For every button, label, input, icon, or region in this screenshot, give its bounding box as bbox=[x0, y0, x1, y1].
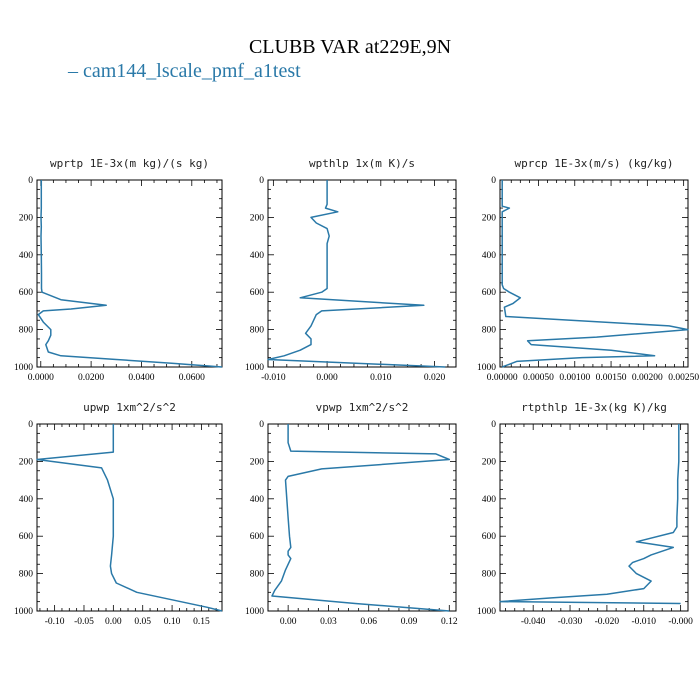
series-line bbox=[267, 180, 446, 368]
x-tick-label: 0.15 bbox=[193, 617, 210, 627]
x-tick-label: 0.00 bbox=[105, 617, 122, 627]
x-tick-label: 0.05 bbox=[134, 617, 151, 627]
panel-title: wprtp 1E-3x(m kg)/(s kg) bbox=[50, 157, 209, 170]
y-tick-label: 200 bbox=[19, 457, 34, 467]
y-tick-label: 1000 bbox=[477, 363, 496, 373]
x-tick-label: 0.020 bbox=[424, 373, 446, 383]
panel-title: upwp 1xm^2/s^2 bbox=[83, 401, 176, 414]
plot-frame bbox=[36, 423, 223, 612]
x-tick-label: 0.010 bbox=[370, 373, 392, 383]
y-tick-label: 800 bbox=[250, 326, 265, 336]
x-tick-label: 0.00000 bbox=[487, 373, 518, 383]
y-tick-label: 0 bbox=[259, 176, 264, 186]
panel-title: vpwp 1xm^2/s^2 bbox=[316, 401, 409, 414]
y-tick-label: 200 bbox=[482, 457, 497, 467]
legend-swatch: – bbox=[68, 60, 78, 82]
y-tick-label: 400 bbox=[250, 251, 265, 261]
x-tick-label: -0.10 bbox=[45, 617, 65, 627]
y-tick-label: 200 bbox=[250, 457, 265, 467]
x-tick-label: -0.05 bbox=[74, 617, 94, 627]
x-tick-label: -0.000 bbox=[668, 617, 693, 627]
x-tick-label: 0.10 bbox=[164, 617, 181, 627]
x-tick-label: 0.000 bbox=[316, 373, 338, 383]
x-tick-label: -0.020 bbox=[595, 617, 620, 627]
y-tick-label: 600 bbox=[482, 288, 497, 298]
y-tick-label: 600 bbox=[19, 532, 34, 542]
y-tick-label: 400 bbox=[482, 495, 497, 505]
plot-frame bbox=[499, 179, 689, 368]
y-tick-label: 1000 bbox=[245, 363, 264, 373]
x-tick-label: -0.010 bbox=[631, 617, 656, 627]
series-line bbox=[271, 424, 451, 612]
x-tick-label: 0.0200 bbox=[78, 373, 104, 383]
x-tick-label: -0.030 bbox=[558, 617, 583, 627]
y-tick-label: 600 bbox=[19, 288, 34, 298]
y-tick-label: 0 bbox=[491, 176, 496, 186]
x-tick-label: 0.03 bbox=[320, 617, 337, 627]
y-tick-label: 800 bbox=[482, 326, 497, 336]
x-tick-label: 0.0600 bbox=[179, 373, 205, 383]
y-tick-label: 400 bbox=[19, 495, 34, 505]
x-tick-label: 0.00200 bbox=[632, 373, 663, 383]
y-tick-label: 0 bbox=[259, 420, 264, 430]
x-tick-label: 0.0400 bbox=[128, 373, 154, 383]
x-tick-label: 0.00250 bbox=[668, 373, 699, 383]
page-title: CLUBB VAR at229E,9N bbox=[248, 36, 452, 58]
x-tick-label: 0.12 bbox=[441, 617, 458, 627]
y-tick-label: 1000 bbox=[477, 607, 496, 617]
series-line bbox=[501, 180, 689, 368]
y-tick-label: 200 bbox=[19, 213, 34, 223]
x-tick-label: 0.00100 bbox=[559, 373, 590, 383]
y-tick-label: 800 bbox=[250, 570, 265, 580]
y-tick-label: 1000 bbox=[245, 607, 264, 617]
x-tick-label: 0.00150 bbox=[596, 373, 627, 383]
legend: – cam144_lscale_pmf_a1test bbox=[68, 60, 301, 83]
x-tick-label: 0.00 bbox=[280, 617, 297, 627]
y-tick-label: 1000 bbox=[14, 363, 33, 373]
plot-frame bbox=[36, 179, 223, 368]
y-tick-label: 200 bbox=[482, 213, 497, 223]
x-tick-label: 0.00050 bbox=[523, 373, 554, 383]
y-tick-label: 800 bbox=[482, 570, 497, 580]
y-tick-label: 800 bbox=[19, 570, 34, 580]
y-tick-label: 400 bbox=[482, 251, 497, 261]
series-line bbox=[37, 180, 223, 368]
x-tick-label: 0.0000 bbox=[28, 373, 54, 383]
y-tick-label: 800 bbox=[19, 326, 34, 336]
plot-frame bbox=[267, 179, 457, 368]
y-tick-label: 400 bbox=[250, 495, 265, 505]
y-tick-label: 0 bbox=[28, 420, 33, 430]
x-tick-label: 0.06 bbox=[360, 617, 377, 627]
series-line bbox=[36, 424, 223, 612]
panel-title: rtpthlp 1E-3x(kg K)/kg bbox=[521, 401, 667, 414]
y-tick-label: 200 bbox=[250, 213, 265, 223]
x-tick-label: -0.010 bbox=[261, 373, 286, 383]
series-line bbox=[499, 424, 681, 605]
y-tick-label: 0 bbox=[491, 420, 496, 430]
y-tick-label: 400 bbox=[19, 251, 34, 261]
y-tick-label: 600 bbox=[250, 532, 265, 542]
panel-title: wpthlp 1x(m K)/s bbox=[309, 157, 415, 170]
x-tick-label: 0.09 bbox=[401, 617, 418, 627]
y-tick-label: 0 bbox=[28, 176, 33, 186]
y-tick-label: 600 bbox=[250, 288, 265, 298]
legend-label: cam144_lscale_pmf_a1test bbox=[83, 60, 301, 82]
y-tick-label: 1000 bbox=[14, 607, 33, 617]
panel-title: wprcp 1E-3x(m/s) (kg/kg) bbox=[515, 157, 674, 170]
y-tick-label: 600 bbox=[482, 532, 497, 542]
x-tick-label: -0.040 bbox=[521, 617, 546, 627]
plot-frame bbox=[499, 423, 689, 612]
